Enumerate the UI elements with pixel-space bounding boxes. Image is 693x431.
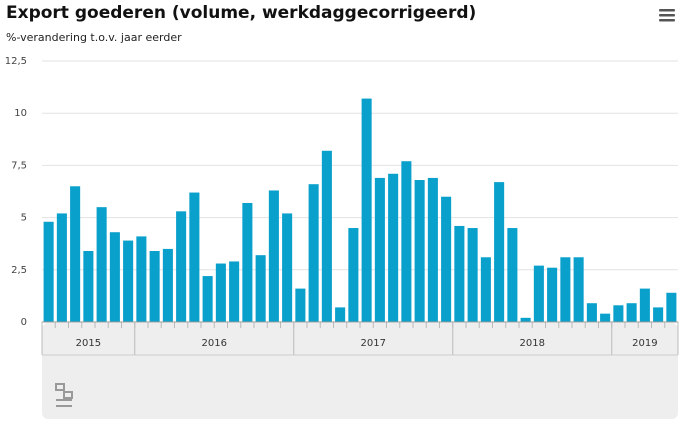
- bar: [268, 190, 279, 322]
- bar: [215, 263, 226, 322]
- bar: [626, 303, 637, 322]
- bar: [480, 257, 491, 322]
- bar: [96, 207, 107, 322]
- bar: [441, 196, 452, 322]
- bar: [613, 305, 624, 322]
- chart-subtitle: %-verandering t.o.v. jaar eerder: [6, 31, 182, 44]
- footer-panel: [42, 323, 678, 419]
- bar: [666, 292, 677, 322]
- bar: [520, 317, 531, 322]
- bar: [507, 228, 518, 322]
- bar: [361, 98, 372, 322]
- bar: [109, 232, 120, 322]
- bar: [295, 288, 306, 322]
- bar: [586, 303, 597, 322]
- bar: [494, 182, 505, 322]
- x-group-label: 2019: [632, 338, 657, 349]
- bar: [348, 228, 359, 322]
- bar: [136, 236, 147, 322]
- bar: [70, 186, 81, 322]
- bar: [600, 313, 611, 322]
- menu-button[interactable]: [659, 9, 675, 22]
- bar: [162, 248, 173, 322]
- bar: [149, 251, 160, 322]
- bar: [374, 177, 385, 322]
- menu-bar: [659, 19, 675, 22]
- bar: [43, 221, 54, 322]
- bar: [56, 213, 67, 322]
- bar: [282, 213, 293, 322]
- bar: [229, 261, 240, 322]
- y-tick-label: 12,5: [5, 56, 27, 67]
- bar: [653, 307, 664, 322]
- x-group-label: 2015: [76, 338, 101, 349]
- y-tick-label: 2,5: [11, 265, 27, 276]
- bar: [533, 265, 544, 322]
- bar: [454, 225, 465, 322]
- bar: [427, 177, 438, 322]
- bar: [176, 211, 187, 322]
- bar: [123, 240, 134, 322]
- bar: [401, 161, 412, 322]
- bar: [189, 192, 200, 322]
- y-tick-label: 5: [21, 213, 27, 224]
- bar: [547, 267, 558, 322]
- bar: [388, 173, 399, 322]
- x-group-label: 2016: [202, 338, 227, 349]
- menu-bar: [659, 14, 675, 17]
- x-group-label: 2018: [520, 338, 545, 349]
- x-group-label: 2017: [361, 338, 386, 349]
- bar: [321, 150, 332, 322]
- bar: [202, 276, 213, 322]
- bar: [308, 184, 319, 322]
- bar: [639, 288, 650, 322]
- y-tick-label: 10: [14, 108, 27, 119]
- bar: [255, 255, 266, 322]
- bar: [467, 228, 478, 322]
- bar: [560, 257, 571, 322]
- bar: [242, 202, 253, 322]
- y-tick-label: 0: [21, 317, 27, 328]
- bar: [414, 180, 425, 322]
- logo: [55, 383, 73, 407]
- bar: [83, 251, 94, 322]
- chart-title: Export goederen (volume, werkdaggecorrig…: [6, 3, 476, 23]
- y-tick-label: 7,5: [11, 160, 27, 171]
- bar: [335, 307, 346, 322]
- menu-bar: [659, 9, 675, 12]
- bar: [573, 257, 584, 322]
